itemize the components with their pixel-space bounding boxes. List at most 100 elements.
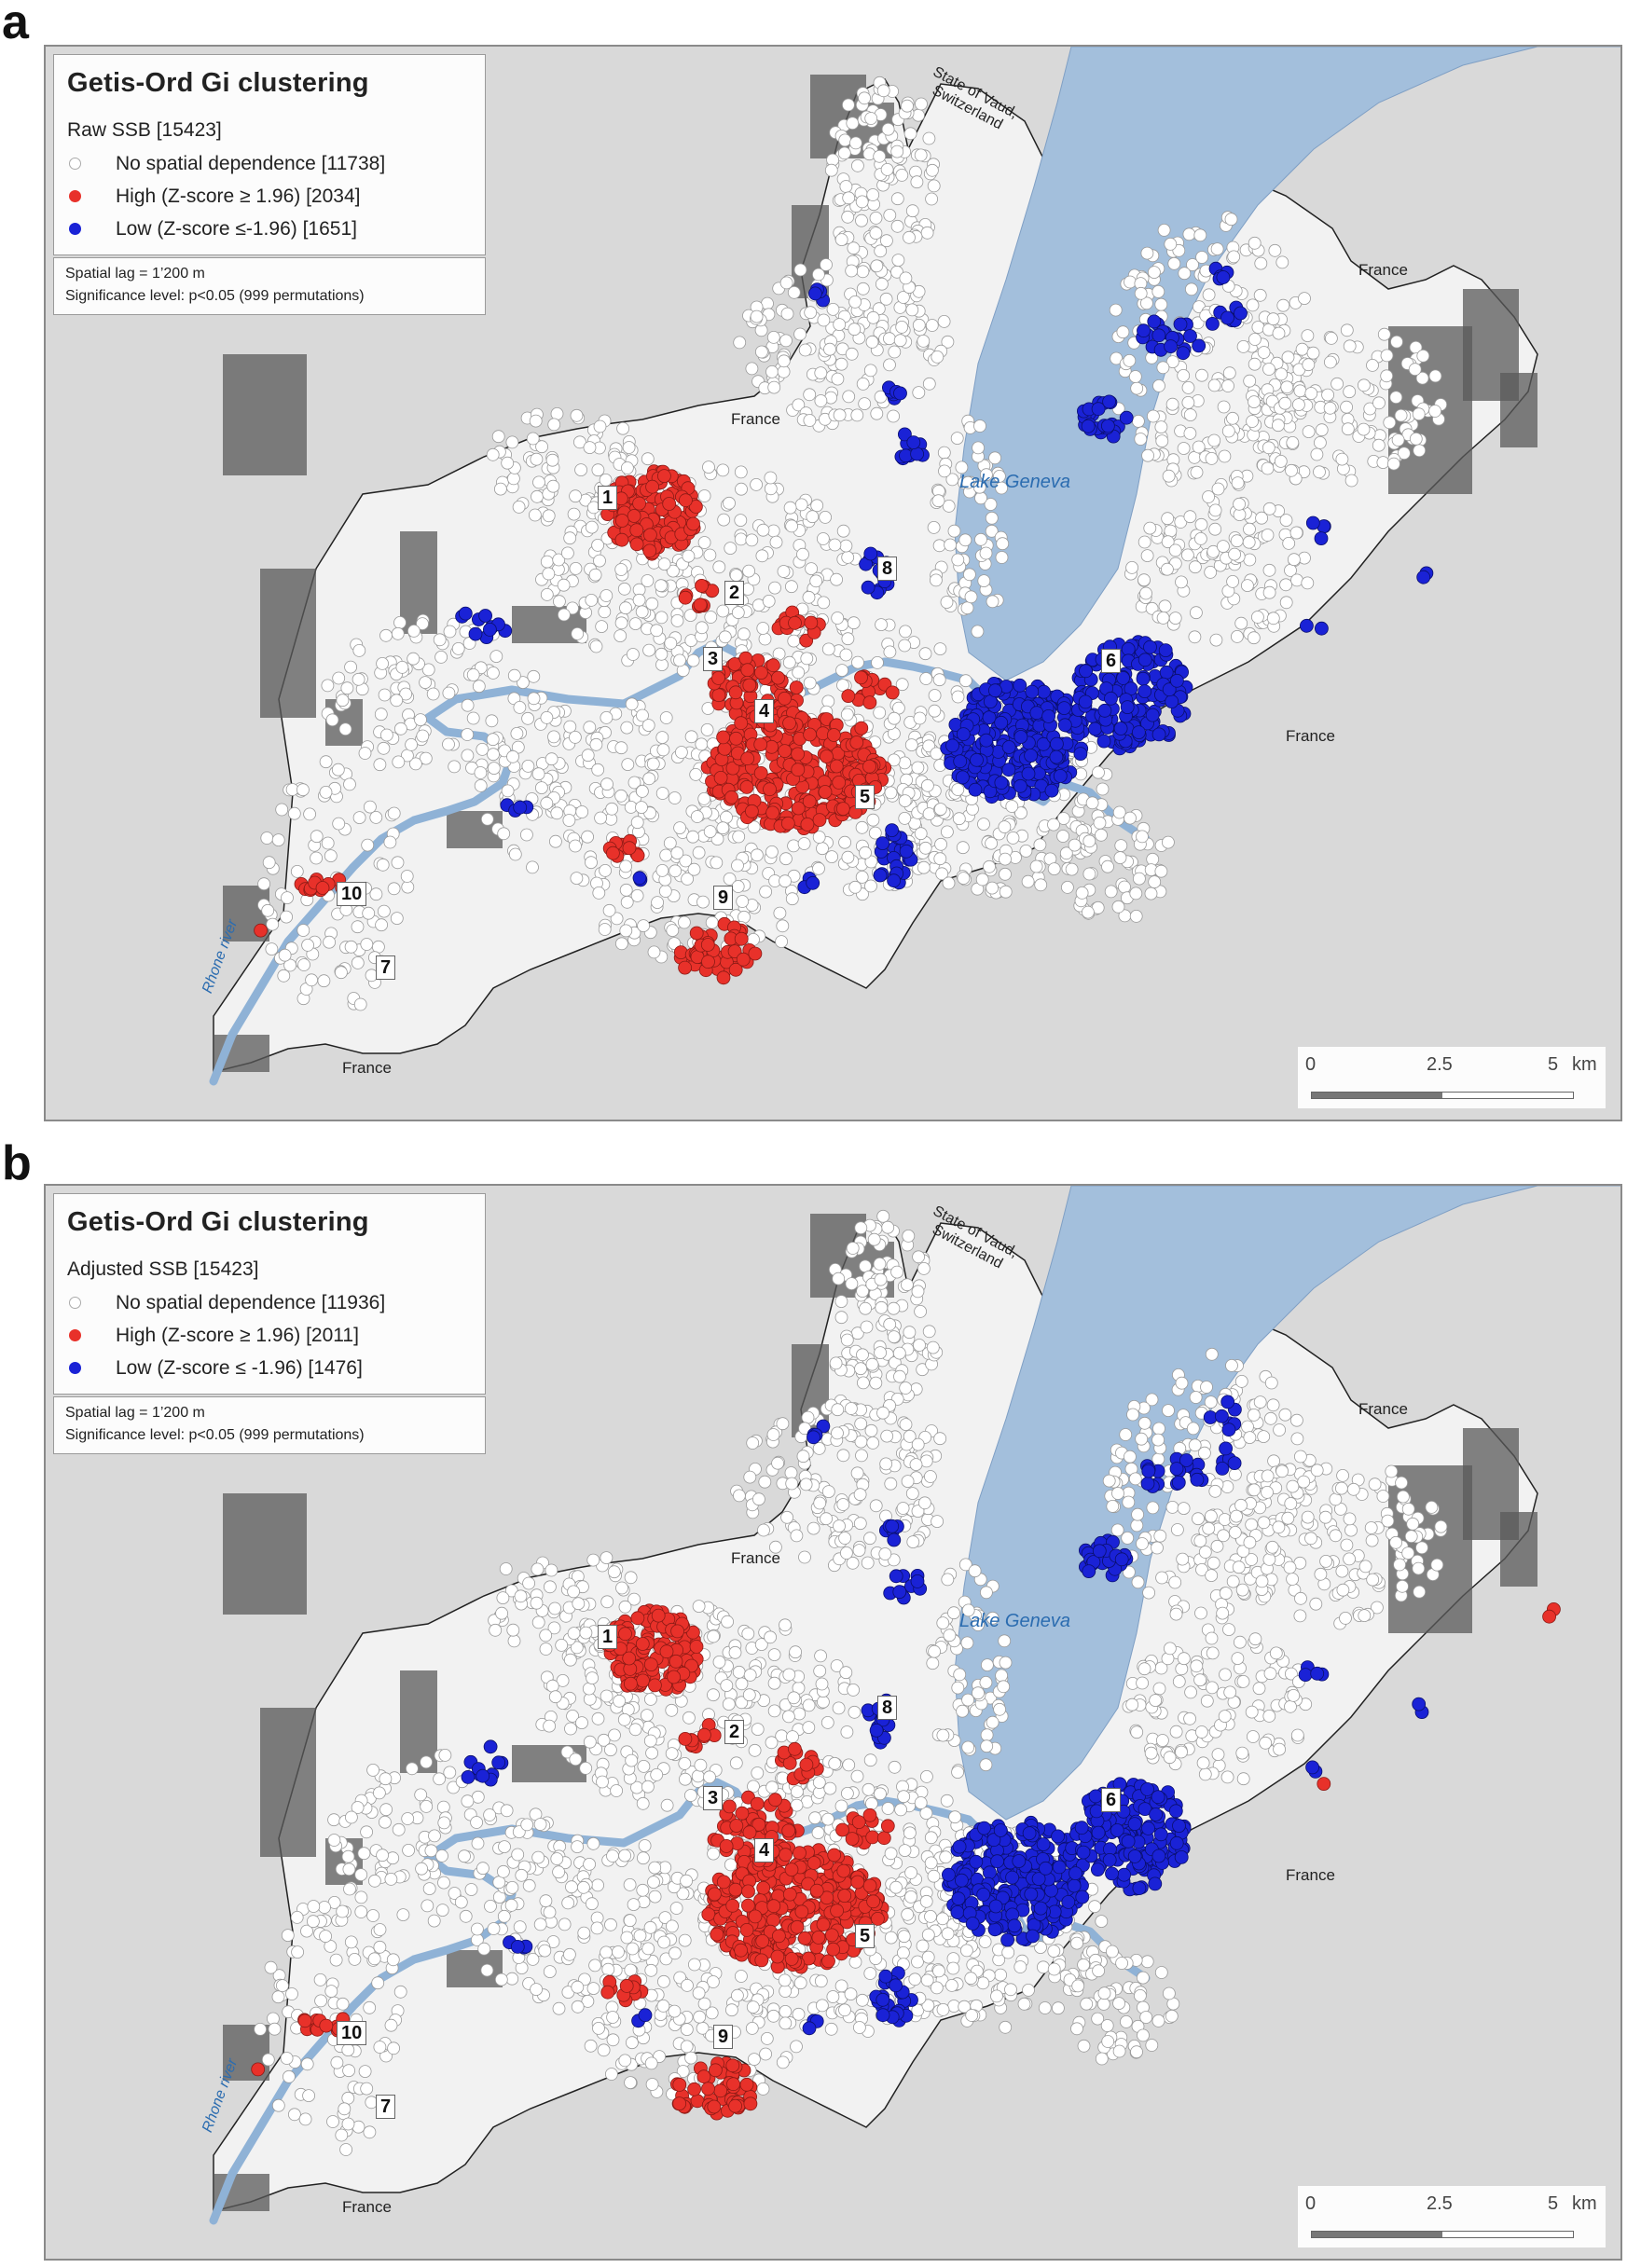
map-point [890,219,904,233]
map-point [919,1807,933,1820]
map-point [779,276,793,290]
map-point [1243,522,1256,536]
map-point [657,1974,670,1988]
map-point [591,1878,604,1892]
map-point [1428,369,1442,383]
map-point [793,327,807,341]
map-point [753,766,768,780]
map-point [786,1730,799,1743]
map-point [1204,1395,1218,1409]
map-point [1156,1734,1169,1747]
map-point [501,784,515,798]
map-point [627,509,641,523]
map-point [1021,874,1035,888]
map-point [521,760,535,773]
map-point [535,781,548,794]
map-point [405,738,419,751]
map-point [903,230,916,244]
map-point [944,538,957,552]
map-point [1142,1586,1155,1600]
map-point [614,789,627,803]
map-point [736,895,750,908]
map-point [985,511,999,525]
map-point [1081,419,1096,433]
map-point [793,1707,807,1721]
map-point [796,1450,810,1464]
map-point [703,825,717,838]
map-point [516,676,530,689]
map-point [563,531,577,545]
map-point [1047,862,1061,875]
map-panel-a: Getis-Ord Gi clustering Raw SSB [15423] … [44,45,1622,1121]
map-point [899,844,914,859]
map-point [1151,1433,1165,1447]
map-point [933,852,947,866]
map-point [1233,497,1246,511]
map-point [842,390,856,404]
map-point [869,1499,883,1513]
map-point [876,836,889,850]
map-point [956,770,970,785]
map-point [924,1856,938,1870]
map-point [641,1780,655,1794]
map-point [827,728,841,742]
map-point [569,562,583,575]
map-point [621,758,635,771]
map-point [678,960,692,975]
map-point [625,1753,639,1767]
map-point [933,1432,947,1446]
map-point [733,1489,746,1503]
forest-area [1500,1512,1537,1587]
map-point [899,1418,913,1432]
map-point [734,514,748,528]
map-point [1097,703,1112,718]
map-point [1114,839,1128,852]
map-point [297,958,310,971]
map-point [266,917,280,931]
map-point [1159,665,1174,680]
map-point [1202,490,1215,503]
map-point [1325,331,1338,345]
map-point [535,440,548,454]
map-point [821,642,835,656]
map-point [643,1734,657,1748]
map-point [848,1955,862,1969]
map-point [1247,1730,1260,1743]
map-point [260,832,274,845]
map-point [1128,1472,1142,1486]
map-point [1272,326,1286,340]
map-point [1208,1484,1222,1498]
map-point [1335,452,1349,466]
map-point [331,763,345,777]
map-point [829,1356,843,1370]
map-point [713,771,728,785]
map-point [1290,573,1303,587]
map-point [800,652,814,666]
zone-label-1: 1 [598,486,618,510]
map-point [513,1920,527,1933]
map-point [1272,1520,1286,1534]
map-point [658,1911,672,1924]
map-point [769,535,783,549]
map-point [861,1556,875,1570]
map-point [287,806,301,820]
map-point [784,1466,798,1479]
map-point [846,1556,860,1570]
map-point [1372,438,1386,452]
map-point [773,906,787,920]
map-point [1138,1662,1151,1676]
map-point [806,875,820,890]
map-point [855,195,869,209]
map-point [1282,537,1296,550]
map-point [1387,457,1400,471]
map-point [476,743,489,756]
map-point [690,810,704,823]
forest-area [223,1493,307,1615]
map-point [863,1753,877,1767]
map-point [1292,398,1305,412]
map-point [586,1671,599,1684]
map-point [803,727,817,742]
map-point [596,1775,609,1789]
map-point [887,1330,901,1344]
map-point [994,715,1009,730]
